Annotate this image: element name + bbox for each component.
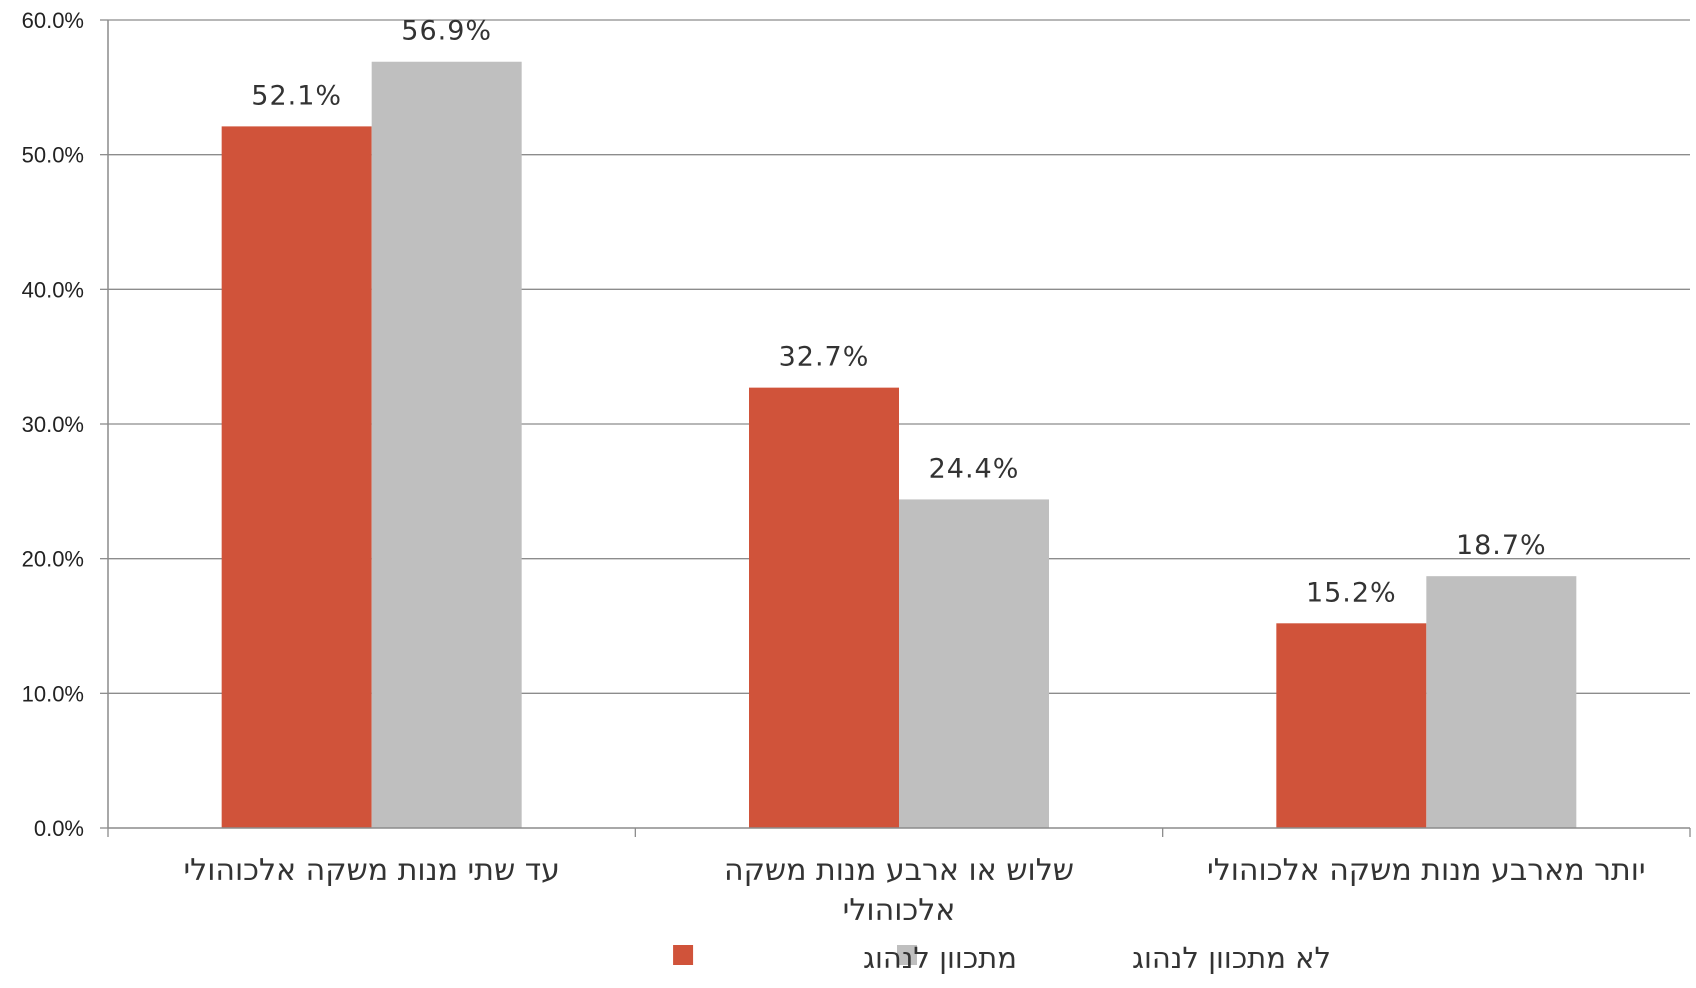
data-label: 18.7% [1456, 530, 1547, 561]
y-tick-label: 30.0% [22, 412, 84, 437]
y-tick-label: 0.0% [34, 816, 84, 841]
bar [749, 387, 899, 828]
legend-swatch [673, 945, 694, 965]
data-label: 15.2% [1306, 577, 1397, 608]
legend-swatch [897, 945, 917, 965]
y-tick-label: 20.0% [22, 547, 84, 572]
bar [1426, 576, 1577, 828]
bar [221, 126, 372, 829]
data-label: 24.4% [929, 453, 1020, 484]
bar [371, 61, 522, 829]
legend: לא מתכוון לנהוג מתכוון לנהוג [673, 941, 1331, 975]
y-axis-ticks: 0.0% 10.0% 20.0% 30.0% 40.0% 50.0% 60.0% [22, 8, 108, 841]
bar [899, 499, 1049, 828]
axes [107, 20, 1691, 837]
data-label: 56.9% [401, 16, 492, 47]
y-tick-label: 40.0% [22, 277, 84, 302]
bars [221, 61, 1577, 829]
legend-label: לא מתכוון לנהוג [1132, 941, 1331, 975]
y-tick-label: 10.0% [22, 681, 84, 706]
data-labels: 52.1% 56.9% 32.7% 24.4% 15.2% 18.7% [251, 16, 1547, 609]
data-label: 32.7% [779, 342, 870, 373]
data-label: 52.1% [251, 80, 342, 111]
x-category-label: יותר מארבע מנות משקה אלכוהולי [1207, 853, 1646, 888]
x-category-label: שלוש או ארבע מנות משקה [724, 853, 1074, 888]
y-tick-label: 50.0% [22, 143, 84, 168]
y-tick-label: 60.0% [22, 8, 84, 33]
x-category-label: אלכוהולי [843, 893, 956, 928]
legend-label: מתכוון לנהוג [863, 941, 1017, 975]
bar [1276, 623, 1427, 828]
x-category-label: עד שתי מנות משקה אלכוהולי [183, 853, 559, 888]
x-axis-categories: עד שתי מנות משקה אלכוהולי שלוש או ארבע מנ… [183, 853, 1645, 928]
